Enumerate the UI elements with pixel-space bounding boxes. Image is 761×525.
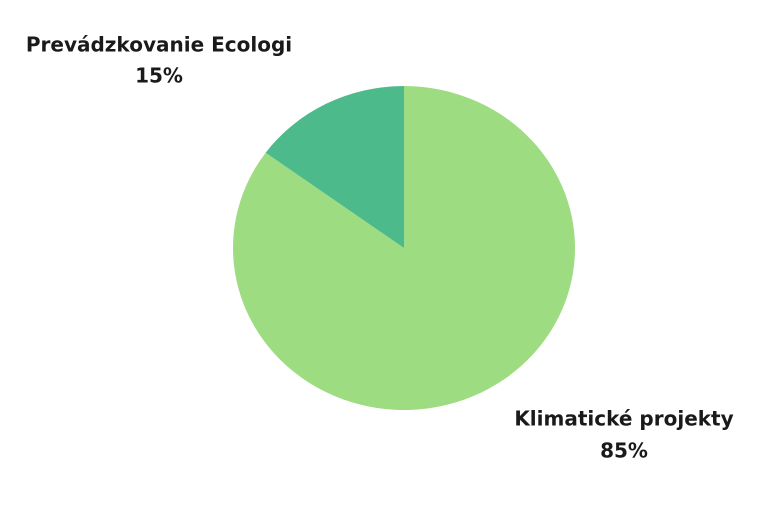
slice-label: Klimatické projekty (514, 407, 733, 431)
slice-label: Prevádzkovanie Ecologi (26, 33, 292, 57)
pie-slice (265, 86, 404, 248)
slice-value-label: 15% (135, 64, 183, 88)
slice-value-label: 85% (600, 439, 648, 463)
